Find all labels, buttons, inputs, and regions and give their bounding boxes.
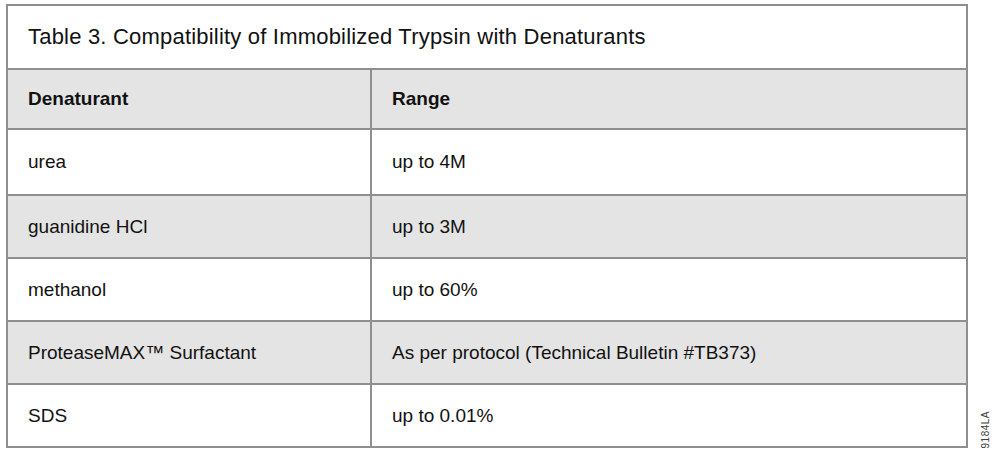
denaturant-cell: SDS	[8, 385, 372, 446]
denaturant-cell: ProteaseMAX™ Surfactant	[8, 322, 372, 383]
table-title: Table 3. Compatibility of Immobilized Tr…	[8, 6, 966, 68]
table-header-row: Denaturant Range	[8, 68, 966, 128]
page: Table 3. Compatibility of Immobilized Tr…	[0, 0, 992, 454]
range-cell: up to 4M	[372, 130, 966, 194]
table-row: urea up to 4M	[8, 128, 966, 194]
table-row: ProteaseMAX™ Surfactant As per protocol …	[8, 320, 966, 383]
denaturant-cell: guanidine HCl	[8, 196, 372, 257]
range-cell: As per protocol (Technical Bulletin #TB3…	[372, 322, 966, 383]
table-row: methanol up to 60%	[8, 257, 966, 320]
artwork-id-label: 9184LA	[980, 411, 991, 448]
compatibility-table: Table 3. Compatibility of Immobilized Tr…	[6, 4, 968, 448]
range-cell: up to 60%	[372, 259, 966, 320]
denaturant-cell: urea	[8, 130, 372, 194]
table-row: SDS up to 0.01%	[8, 383, 966, 446]
column-header-range: Range	[372, 70, 966, 128]
denaturant-cell: methanol	[8, 259, 372, 320]
table-row: guanidine HCl up to 3M	[8, 194, 966, 257]
column-header-denaturant: Denaturant	[8, 70, 372, 128]
range-cell: up to 3M	[372, 196, 966, 257]
range-cell: up to 0.01%	[372, 385, 966, 446]
